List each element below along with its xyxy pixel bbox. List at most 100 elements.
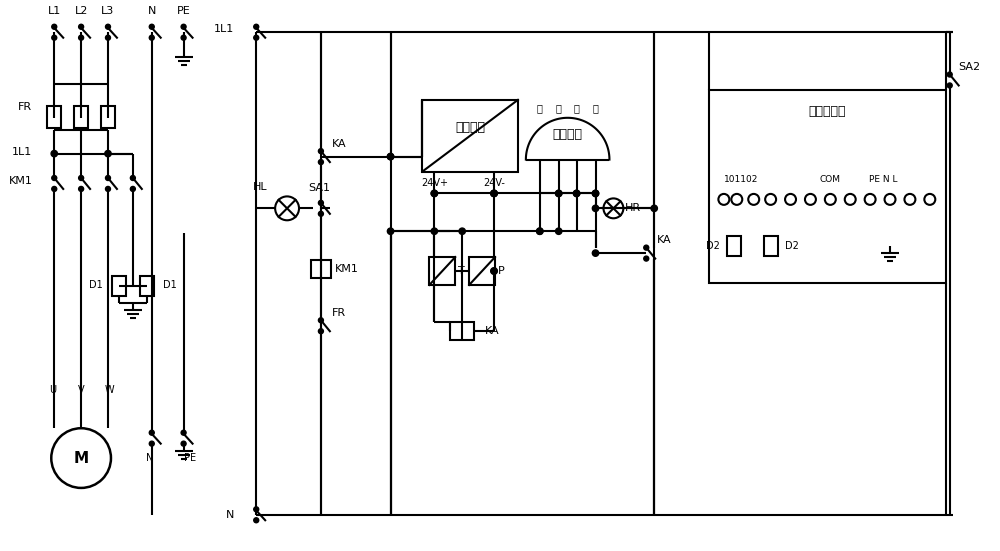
Text: L3: L3 — [101, 7, 115, 17]
Bar — [764, 236, 778, 256]
Circle shape — [79, 186, 84, 191]
Text: D1: D1 — [89, 280, 103, 290]
Circle shape — [318, 201, 323, 206]
Circle shape — [254, 35, 259, 40]
Text: D2: D2 — [706, 241, 720, 251]
Text: KM1: KM1 — [335, 264, 359, 274]
Circle shape — [105, 150, 111, 157]
Circle shape — [592, 250, 599, 256]
Text: 红: 红 — [537, 103, 543, 113]
Circle shape — [318, 318, 323, 323]
Circle shape — [51, 150, 57, 157]
Circle shape — [318, 329, 323, 334]
Text: 1L1: 1L1 — [214, 24, 234, 34]
Circle shape — [491, 190, 497, 197]
Bar — [311, 260, 331, 278]
Circle shape — [254, 24, 259, 29]
Text: KA: KA — [332, 139, 346, 149]
Text: N: N — [148, 7, 156, 17]
Text: 开关电源: 开关电源 — [455, 121, 485, 134]
Bar — [140, 276, 154, 296]
Text: 1L1: 1L1 — [12, 147, 32, 156]
Text: COM: COM — [820, 175, 841, 184]
Circle shape — [387, 153, 394, 160]
Text: W: W — [105, 385, 115, 396]
Circle shape — [149, 35, 154, 40]
Circle shape — [79, 35, 84, 40]
Circle shape — [52, 24, 57, 29]
Circle shape — [556, 190, 562, 197]
Circle shape — [537, 228, 543, 234]
Text: SA2: SA2 — [959, 62, 981, 72]
Circle shape — [181, 430, 186, 435]
Circle shape — [149, 430, 154, 435]
Bar — [112, 276, 126, 296]
Bar — [727, 236, 741, 256]
Text: SA1: SA1 — [308, 183, 330, 193]
Circle shape — [592, 205, 599, 212]
Circle shape — [52, 176, 57, 181]
Bar — [422, 100, 518, 171]
Text: N: N — [146, 453, 153, 463]
Circle shape — [181, 441, 186, 446]
Bar — [101, 106, 115, 128]
Text: 压差开关: 压差开关 — [553, 128, 583, 141]
Text: 脉冲控制仪: 脉冲控制仪 — [809, 105, 846, 118]
Circle shape — [592, 190, 599, 197]
Text: 24V-: 24V- — [483, 179, 505, 188]
Circle shape — [431, 190, 438, 197]
Circle shape — [592, 190, 599, 197]
Circle shape — [105, 24, 110, 29]
Text: KA: KA — [657, 235, 671, 245]
Circle shape — [537, 228, 543, 234]
Circle shape — [431, 190, 438, 197]
Circle shape — [318, 160, 323, 165]
Circle shape — [644, 256, 649, 261]
Text: N: N — [226, 510, 234, 520]
Text: V: V — [78, 385, 84, 396]
Text: 绿: 绿 — [593, 103, 598, 113]
Circle shape — [52, 35, 57, 40]
Text: 24V+: 24V+ — [421, 179, 448, 188]
Bar — [74, 106, 88, 128]
Text: PE: PE — [177, 7, 190, 17]
Circle shape — [947, 72, 952, 77]
Text: L1: L1 — [48, 7, 61, 17]
Circle shape — [387, 228, 394, 234]
Text: 蓝: 蓝 — [556, 103, 562, 113]
Circle shape — [556, 228, 562, 234]
Circle shape — [651, 205, 657, 212]
Circle shape — [556, 190, 562, 197]
Circle shape — [573, 190, 580, 197]
Circle shape — [79, 176, 84, 181]
Text: U: U — [49, 385, 56, 396]
Bar — [469, 257, 495, 285]
Circle shape — [181, 24, 186, 29]
Text: HR: HR — [625, 203, 641, 213]
Circle shape — [105, 35, 110, 40]
Circle shape — [130, 186, 135, 191]
Text: L2: L2 — [74, 7, 88, 17]
Circle shape — [105, 176, 110, 181]
Circle shape — [947, 83, 952, 88]
Circle shape — [254, 507, 259, 512]
Circle shape — [181, 35, 186, 40]
Text: KM1: KM1 — [8, 176, 32, 186]
Text: KA: KA — [485, 326, 499, 336]
Text: M: M — [74, 451, 89, 466]
Circle shape — [318, 212, 323, 217]
Text: PE N L: PE N L — [869, 175, 897, 184]
Circle shape — [644, 245, 649, 250]
Text: FR: FR — [332, 308, 346, 318]
Circle shape — [431, 228, 438, 234]
Circle shape — [149, 24, 154, 29]
Text: FR: FR — [18, 102, 32, 112]
Circle shape — [491, 190, 497, 197]
Bar — [709, 90, 946, 283]
Text: P: P — [498, 266, 504, 276]
Text: 101102: 101102 — [724, 175, 758, 184]
Circle shape — [52, 186, 57, 191]
Bar — [47, 106, 61, 128]
Bar — [450, 322, 474, 339]
Text: D2: D2 — [785, 241, 798, 251]
